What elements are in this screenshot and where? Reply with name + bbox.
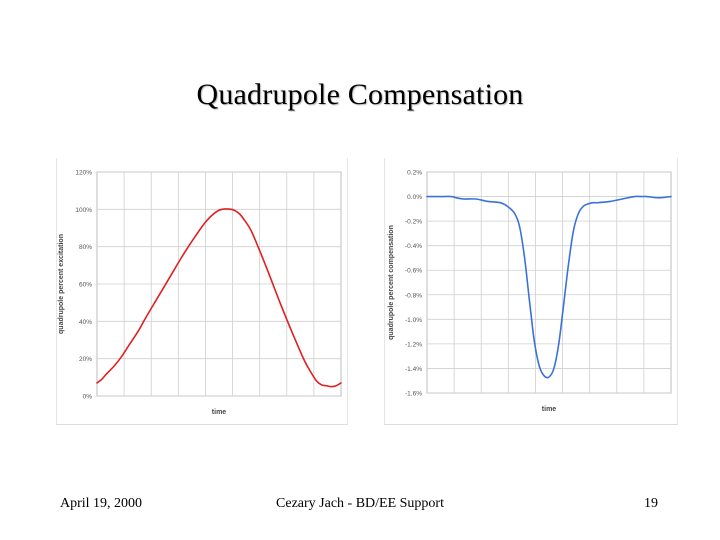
- chart-panel-compensation: 0.2% 0.0% -0.2% -0.4% -0.6% -0.8% -1.0% -1.2% -1…: [384, 158, 678, 425]
- y-tick-label: -1.0%: [405, 317, 422, 324]
- y-axis-label: quadrupole percent excitation: [58, 234, 65, 334]
- y-axis-label: quadrupole percent compensation: [388, 225, 395, 340]
- y-tick-label: 0.0%: [407, 194, 422, 201]
- y-tick-label: 80%: [79, 244, 92, 251]
- series-line: [426, 195, 672, 379]
- chart-panel-excitation: 0% 20% 40% 60% 80% 100% 120% quadrupole percent…: [56, 158, 348, 425]
- x-axis-label: time: [212, 409, 227, 416]
- y-tick-label: -1.6%: [405, 391, 422, 398]
- y-tick-label: -0.6%: [405, 268, 422, 275]
- y-tick-label: 120%: [75, 170, 92, 177]
- slide-title: Quadrupole Compensation: [196, 78, 524, 111]
- y-tick-label: 20%: [79, 356, 92, 363]
- y-tick-label: -0.8%: [405, 292, 422, 299]
- y-tick-label: -1.4%: [405, 366, 422, 373]
- y-tick-label: 0.2%: [407, 170, 422, 177]
- y-tick-label: 100%: [75, 207, 92, 214]
- series-line: [96, 208, 342, 388]
- y-tick-label: 60%: [79, 282, 92, 289]
- compensation-chart: 0.2% 0.0% -0.2% -0.4% -0.6% -0.8% -1.0% -1.2% -1…: [388, 170, 672, 413]
- y-tick-label: -0.4%: [405, 243, 422, 250]
- y-tick-label: -1.2%: [405, 341, 422, 348]
- excitation-chart: 0% 20% 40% 60% 80% 100% 120% quadrupole percent…: [58, 170, 342, 416]
- x-axis-label: time: [542, 406, 557, 413]
- footer-date: April 19, 2000: [60, 496, 143, 511]
- y-tick-label: 40%: [79, 319, 92, 326]
- y-tick-label: -0.2%: [405, 219, 422, 226]
- footer-author: Cezary Jach - BD/EE Support: [276, 496, 444, 511]
- plot-area: [426, 171, 672, 394]
- page-number: 19: [644, 496, 658, 511]
- y-tick-label: 0%: [83, 394, 93, 401]
